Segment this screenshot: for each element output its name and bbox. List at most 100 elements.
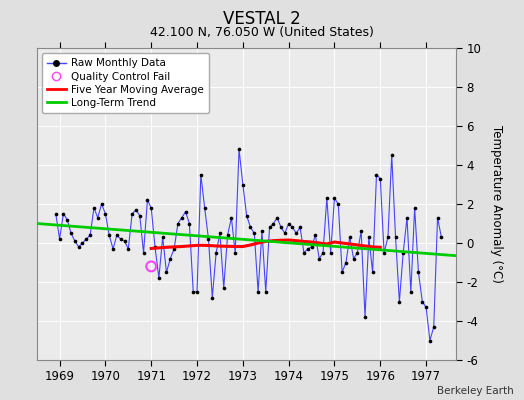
Point [63,216,71,223]
Point [269,220,278,227]
Point [384,234,392,240]
Point [407,288,415,295]
Point [395,298,403,305]
Point [425,337,434,344]
Point [181,209,190,215]
Point [147,205,156,211]
Point [285,220,293,227]
Point [437,234,445,240]
Point [273,214,281,221]
Point [265,224,274,230]
Point [418,298,427,305]
Point [281,230,289,236]
Point [258,228,266,234]
Point [300,250,308,256]
Point [121,238,129,244]
Point [178,214,186,221]
Point [193,288,201,295]
Point [139,250,148,256]
Point [105,232,113,238]
Point [330,195,339,201]
Point [97,201,106,207]
Point [323,195,331,201]
Point [113,232,121,238]
Point [361,314,369,320]
Point [357,228,365,234]
Point [94,214,102,221]
Point [51,210,60,217]
Point [350,255,358,262]
Point [303,246,312,252]
Point [136,212,144,219]
Point [368,269,377,276]
Point [223,232,232,238]
Point [292,230,300,236]
Point [220,285,228,291]
Point [82,236,91,242]
Point [143,197,151,203]
Point [231,250,239,256]
Point [243,212,251,219]
Point [422,304,430,310]
Point [227,214,236,221]
Point [185,220,193,227]
Point [189,288,198,295]
Point [109,246,117,252]
Point [326,250,335,256]
Point [345,234,354,240]
Point [334,201,343,207]
Point [208,294,216,301]
Point [128,210,136,217]
Point [78,240,86,246]
Point [59,210,68,217]
Point [380,250,388,256]
Point [90,205,98,211]
Point [170,246,178,252]
Point [71,238,79,244]
Point [338,269,346,276]
Point [116,236,125,242]
Point [147,263,156,270]
Point [155,275,163,281]
Point [254,288,263,295]
Text: Berkeley Earth: Berkeley Earth [437,386,514,396]
Point [376,176,385,182]
Point [162,269,171,276]
Point [201,205,209,211]
Y-axis label: Temperature Anomaly (°C): Temperature Anomaly (°C) [489,125,503,283]
Point [430,324,438,330]
Text: VESTAL 2: VESTAL 2 [223,10,301,28]
Point [403,214,411,221]
Point [308,244,316,250]
Point [319,250,327,256]
Point [414,269,423,276]
Point [174,220,182,227]
Point [277,224,285,230]
Point [388,152,396,158]
Point [204,236,213,242]
Point [342,259,350,266]
Point [238,181,247,188]
Point [365,234,373,240]
Point [124,246,133,252]
Point [288,224,297,230]
Point [158,234,167,240]
Point [56,236,64,242]
Point [410,205,419,211]
Point [296,224,304,230]
Point [250,230,258,236]
Point [235,146,243,153]
Point [86,232,94,238]
Point [101,210,110,217]
Text: 42.100 N, 76.050 W (United States): 42.100 N, 76.050 W (United States) [150,26,374,39]
Point [216,230,224,236]
Point [315,255,323,262]
Point [391,234,400,240]
Point [372,172,380,178]
Point [261,288,270,295]
Point [74,244,83,250]
Point [166,255,174,262]
Point [196,172,205,178]
Point [212,250,220,256]
Point [67,230,75,236]
